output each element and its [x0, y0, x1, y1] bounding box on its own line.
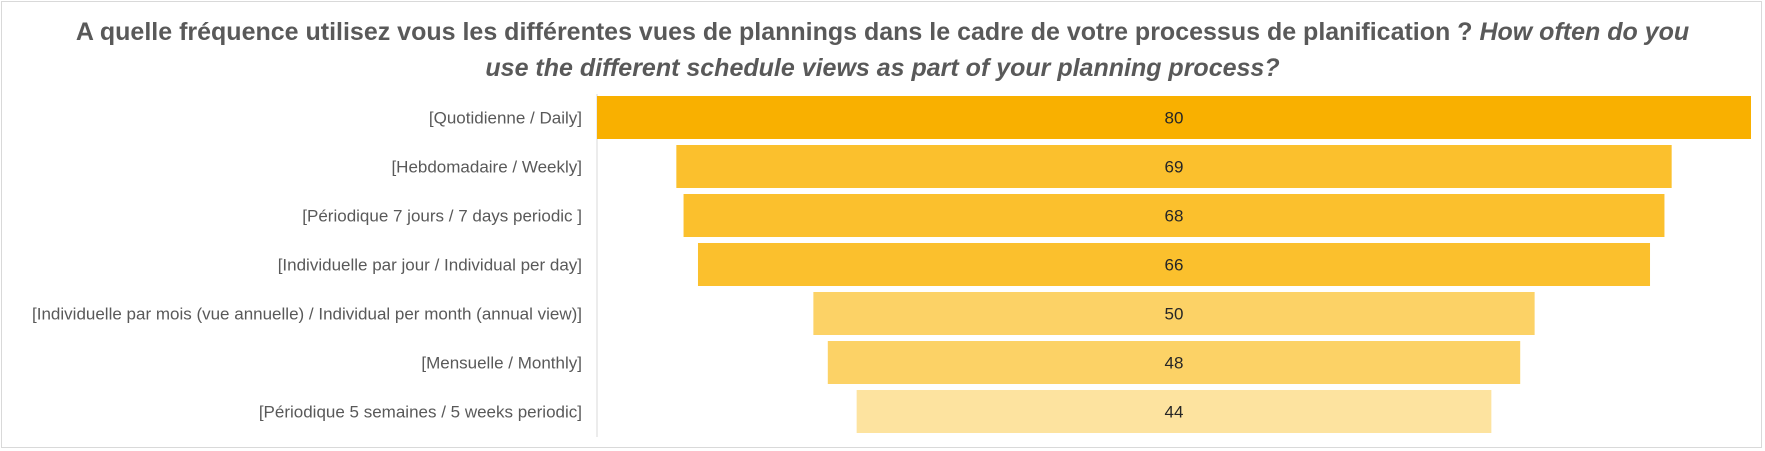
data-label: 44	[1165, 403, 1184, 422]
category-label: [Hebdomadaire / Weekly]	[391, 158, 582, 177]
data-label: 66	[1165, 256, 1184, 275]
category-label: [Individuelle par mois (vue annuelle) / …	[32, 305, 582, 324]
data-label: 80	[1165, 109, 1184, 128]
chart-title-en: How often do you use the different sched…	[485, 18, 1690, 82]
category-label: [Périodique 5 semaines / 5 weeks periodi…	[259, 403, 582, 422]
funnel-bar	[856, 390, 1492, 433]
funnel-bar	[676, 145, 1672, 188]
funnel-bar	[683, 194, 1665, 237]
chart-title-fr: A quelle fréquence utilisez vous les dif…	[75, 18, 1473, 46]
data-label: 68	[1165, 207, 1184, 226]
funnel-bar	[597, 96, 1751, 139]
data-label: 69	[1165, 158, 1184, 177]
category-label: [Périodique 7 jours / 7 days periodic ]	[302, 207, 582, 226]
category-label: [Mensuelle / Monthly]	[421, 354, 582, 373]
funnel-bar	[813, 292, 1535, 335]
category-label: [Individuelle par jour / Individual per …	[278, 256, 582, 275]
data-label: 50	[1165, 305, 1184, 324]
category-label: [Quotidienne / Daily]	[429, 109, 582, 128]
chart-title: A quelle fréquence utilisez vous les dif…	[60, 14, 1705, 86]
data-label: 48	[1165, 354, 1184, 373]
funnel-bar	[827, 341, 1521, 384]
funnel-bar	[697, 243, 1651, 286]
